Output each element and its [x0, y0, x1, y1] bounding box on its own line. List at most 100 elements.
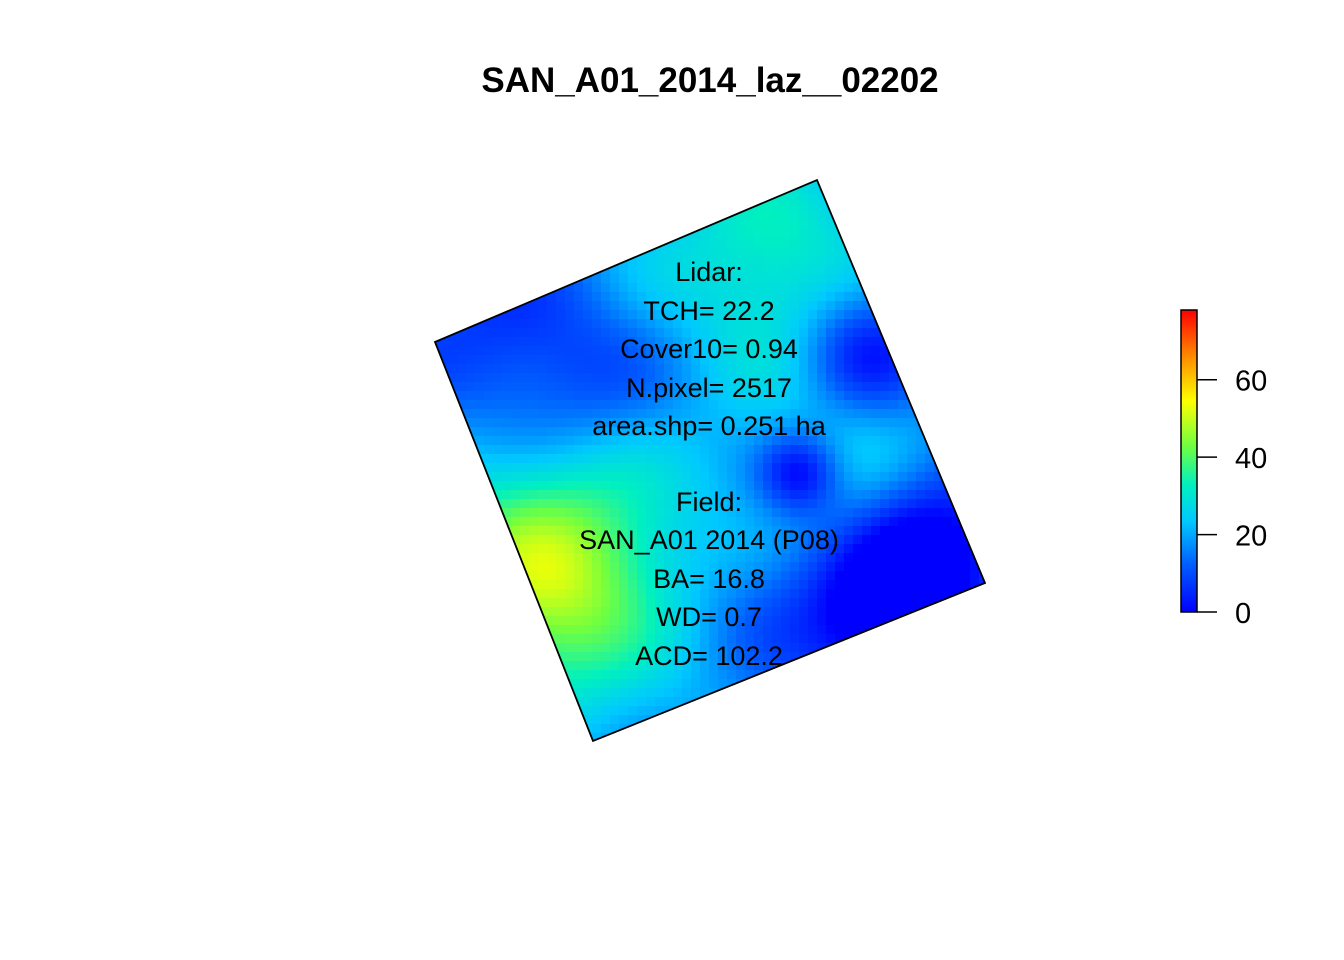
raster-cell — [637, 463, 647, 473]
raster-cell — [439, 346, 449, 356]
raster-cell — [961, 580, 971, 590]
raster-cell — [682, 517, 692, 527]
raster-cell — [826, 463, 836, 473]
raster-cell — [934, 274, 944, 284]
raster-cell — [700, 180, 710, 185]
raster-cell — [979, 589, 985, 599]
raster-cell — [835, 679, 845, 689]
raster-cell — [664, 589, 674, 599]
raster-cell — [844, 400, 854, 410]
raster-cell — [880, 598, 890, 608]
raster-cell — [871, 724, 881, 734]
raster-cell — [673, 427, 683, 437]
raster-cell — [745, 328, 755, 338]
raster-cell — [502, 436, 512, 446]
raster-cell — [808, 220, 818, 230]
raster-cell — [952, 292, 962, 302]
raster-cell — [628, 274, 638, 284]
raster-cell — [484, 643, 494, 653]
raster-cell — [835, 715, 845, 725]
raster-cell — [435, 652, 440, 662]
raster-cell — [502, 427, 512, 437]
raster-cell — [610, 562, 620, 572]
raster-cell — [610, 184, 620, 194]
raster-cell — [943, 652, 953, 662]
raster-cell — [916, 373, 926, 383]
raster-cell — [970, 238, 980, 248]
raster-cell — [502, 679, 512, 689]
raster-cell — [520, 238, 530, 248]
raster-cell — [556, 454, 566, 464]
raster-cell — [435, 184, 440, 194]
raster-cell — [619, 301, 629, 311]
raster-cell — [691, 526, 701, 536]
raster-cell — [745, 373, 755, 383]
raster-cell — [664, 337, 674, 347]
raster-cell — [583, 409, 593, 419]
raster-cell — [844, 481, 854, 491]
raster-cell — [916, 445, 926, 455]
raster-cell — [772, 724, 782, 734]
raster-cell — [817, 373, 827, 383]
raster-cell — [538, 283, 548, 293]
raster-cell — [619, 553, 629, 563]
raster-cell — [502, 202, 512, 212]
raster-cell — [538, 382, 548, 392]
raster-cell — [637, 427, 647, 437]
raster-cell — [988, 661, 998, 671]
raster-cell — [844, 724, 854, 734]
raster-cell — [745, 607, 755, 617]
raster-cell — [781, 409, 791, 419]
raster-cell — [817, 715, 827, 725]
raster-cell — [772, 337, 782, 347]
raster-cell — [547, 301, 557, 311]
raster-cell — [799, 508, 809, 518]
raster-cell — [781, 454, 791, 464]
raster-cell — [484, 238, 494, 248]
raster-cell — [709, 283, 719, 293]
raster-cell — [862, 661, 872, 671]
raster-cell — [916, 535, 926, 545]
raster-cell — [610, 391, 620, 401]
raster-cell — [538, 355, 548, 365]
raster-cell — [754, 409, 764, 419]
raster-cell — [556, 382, 566, 392]
raster-cell — [574, 625, 584, 635]
raster-cell — [871, 670, 881, 680]
raster-cell — [592, 319, 602, 329]
raster-cell — [511, 337, 521, 347]
raster-cell — [763, 238, 773, 248]
raster-cell — [637, 499, 647, 509]
raster-cell — [727, 436, 737, 446]
raster-cell — [547, 706, 557, 716]
raster-cell — [754, 571, 764, 581]
raster-cell — [826, 319, 836, 329]
raster-cell — [961, 463, 971, 473]
raster-cell — [772, 202, 782, 212]
raster-cell — [808, 598, 818, 608]
raster-cell — [538, 427, 548, 437]
raster-cell — [502, 409, 512, 419]
raster-cell — [592, 220, 602, 230]
raster-cell — [709, 238, 719, 248]
raster-cell — [799, 265, 809, 275]
raster-cell — [529, 553, 539, 563]
raster-cell — [718, 481, 728, 491]
raster-cell — [682, 454, 692, 464]
raster-cell — [754, 180, 764, 185]
raster-cell — [844, 733, 854, 741]
raster-cell — [529, 409, 539, 419]
raster-cell — [664, 373, 674, 383]
raster-cell — [592, 292, 602, 302]
raster-cell — [493, 463, 503, 473]
raster-cell — [619, 454, 629, 464]
raster-cell — [556, 292, 566, 302]
raster-cell — [435, 715, 440, 725]
raster-cell — [700, 661, 710, 671]
raster-cell — [988, 328, 998, 338]
raster-cell — [916, 463, 926, 473]
raster-cell — [817, 427, 827, 437]
raster-cell — [970, 346, 980, 356]
raster-cell — [979, 193, 985, 203]
raster-cell — [736, 670, 746, 680]
